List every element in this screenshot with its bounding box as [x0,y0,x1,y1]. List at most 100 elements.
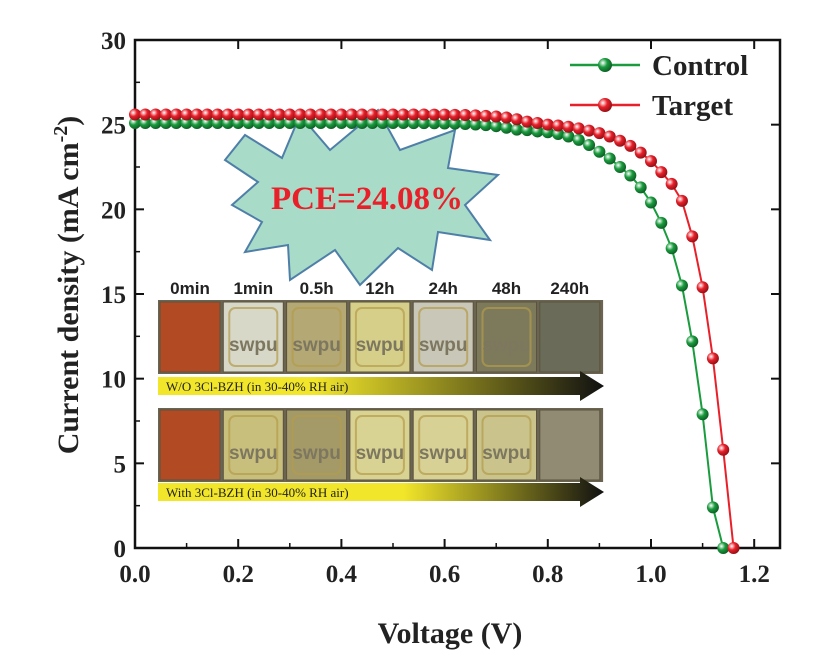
data-point-target [159,108,172,121]
data-point-target [727,542,740,554]
data-point-target [490,110,503,123]
data-point-control [129,116,141,129]
data-point-control [159,116,172,129]
data-point-target [397,108,410,121]
data-point-control [706,501,719,514]
data-point-target [304,108,317,121]
legend-marker-control [598,58,612,72]
x-tick-label: 0.4 [326,561,358,588]
y-tick-label: 15 [101,282,126,309]
data-point-target [645,155,657,168]
data-point-target [335,108,348,121]
photo-time-label: 48h [492,279,521,298]
data-point-target [521,115,534,128]
arrow-caption: W/O 3Cl-BZH (in 30-40% RH air) [166,379,348,394]
swpu-label: swpu [229,443,278,464]
data-point-control [356,116,369,129]
data-point-target [325,108,338,121]
data-point-target [139,108,152,121]
data-point-target [221,108,234,121]
data-point-control [376,116,389,129]
y-tick-label: 30 [101,28,126,55]
data-point-control [252,116,265,129]
data-point-control [335,116,348,129]
data-point-control [717,542,730,554]
data-point-control [325,116,338,129]
y-tick-label: 25 [101,113,126,140]
plot-frame [133,38,782,550]
arrow-caption: With 3Cl-BZH (in 30-40% RH air) [166,485,349,500]
legend-label-control: Control [652,50,748,82]
data-point-target [655,166,668,179]
data-point-control [201,116,214,129]
data-point-control [190,116,203,129]
data-point-target [201,108,214,121]
data-point-control [387,116,399,129]
data-point-control [572,133,585,146]
x-tick-label: 1.2 [739,561,770,588]
film-frame [481,415,532,475]
photo-time-label: 0.5h [300,279,334,298]
data-point-target [572,122,585,135]
data-point-target [593,127,606,140]
data-point-control [583,138,596,151]
film-frame [418,307,469,367]
swpu-label: swpu [419,443,468,464]
swpu-label: swpu [356,443,405,464]
data-point-target [345,108,358,121]
data-point-target [531,116,544,129]
data-point-target [686,230,699,243]
data-point-control [397,116,410,129]
data-point-target [510,113,523,126]
data-point-control [655,216,668,229]
data-point-target [263,108,276,121]
data-point-control [170,116,183,129]
film-photo [476,409,537,481]
data-point-target [469,109,482,122]
film-photo [222,301,284,373]
data-point-control [552,127,565,140]
film-photo [539,301,601,373]
data-point-control [696,408,709,421]
data-point-target [717,443,730,456]
data-point-control [614,161,627,173]
film-frame [228,415,279,475]
data-point-control [242,116,255,129]
film-photo [476,301,537,373]
data-point-control [510,123,523,136]
swpu-label: swpu [292,443,341,464]
data-point-control [624,169,637,182]
x-tick-label: 0.2 [223,561,254,588]
data-point-control [634,181,647,194]
film-photo [539,409,601,481]
data-point-control [232,116,245,129]
y-tick-label: 20 [101,197,126,224]
film-frame [354,415,405,475]
film-frame [481,307,532,367]
data-point-target [252,108,265,121]
y-axis-title-sup: -2 [50,126,72,143]
data-point-target [407,108,420,121]
data-point-control [686,335,699,348]
data-point-target [356,108,369,121]
data-point-control [345,116,358,129]
data-point-target [129,108,141,121]
data-point-target [294,108,307,121]
data-point-control [304,116,317,129]
data-point-control [211,116,224,129]
data-point-target [387,108,399,121]
film-photo [159,301,221,373]
data-point-target [541,118,554,131]
data-point-target [614,134,627,147]
y-axis-title: Current density (mA cm-2) [50,116,85,455]
data-point-control [645,196,657,209]
data-point-control [314,116,327,129]
film-frame [228,307,279,367]
data-point-target [500,111,513,124]
data-point-target [314,108,327,121]
data-point-target [624,139,637,152]
film-frame [354,307,405,367]
pce-annotation: PCE=24.08% [271,181,463,217]
film-photo [159,409,221,481]
film-photo [349,409,411,481]
